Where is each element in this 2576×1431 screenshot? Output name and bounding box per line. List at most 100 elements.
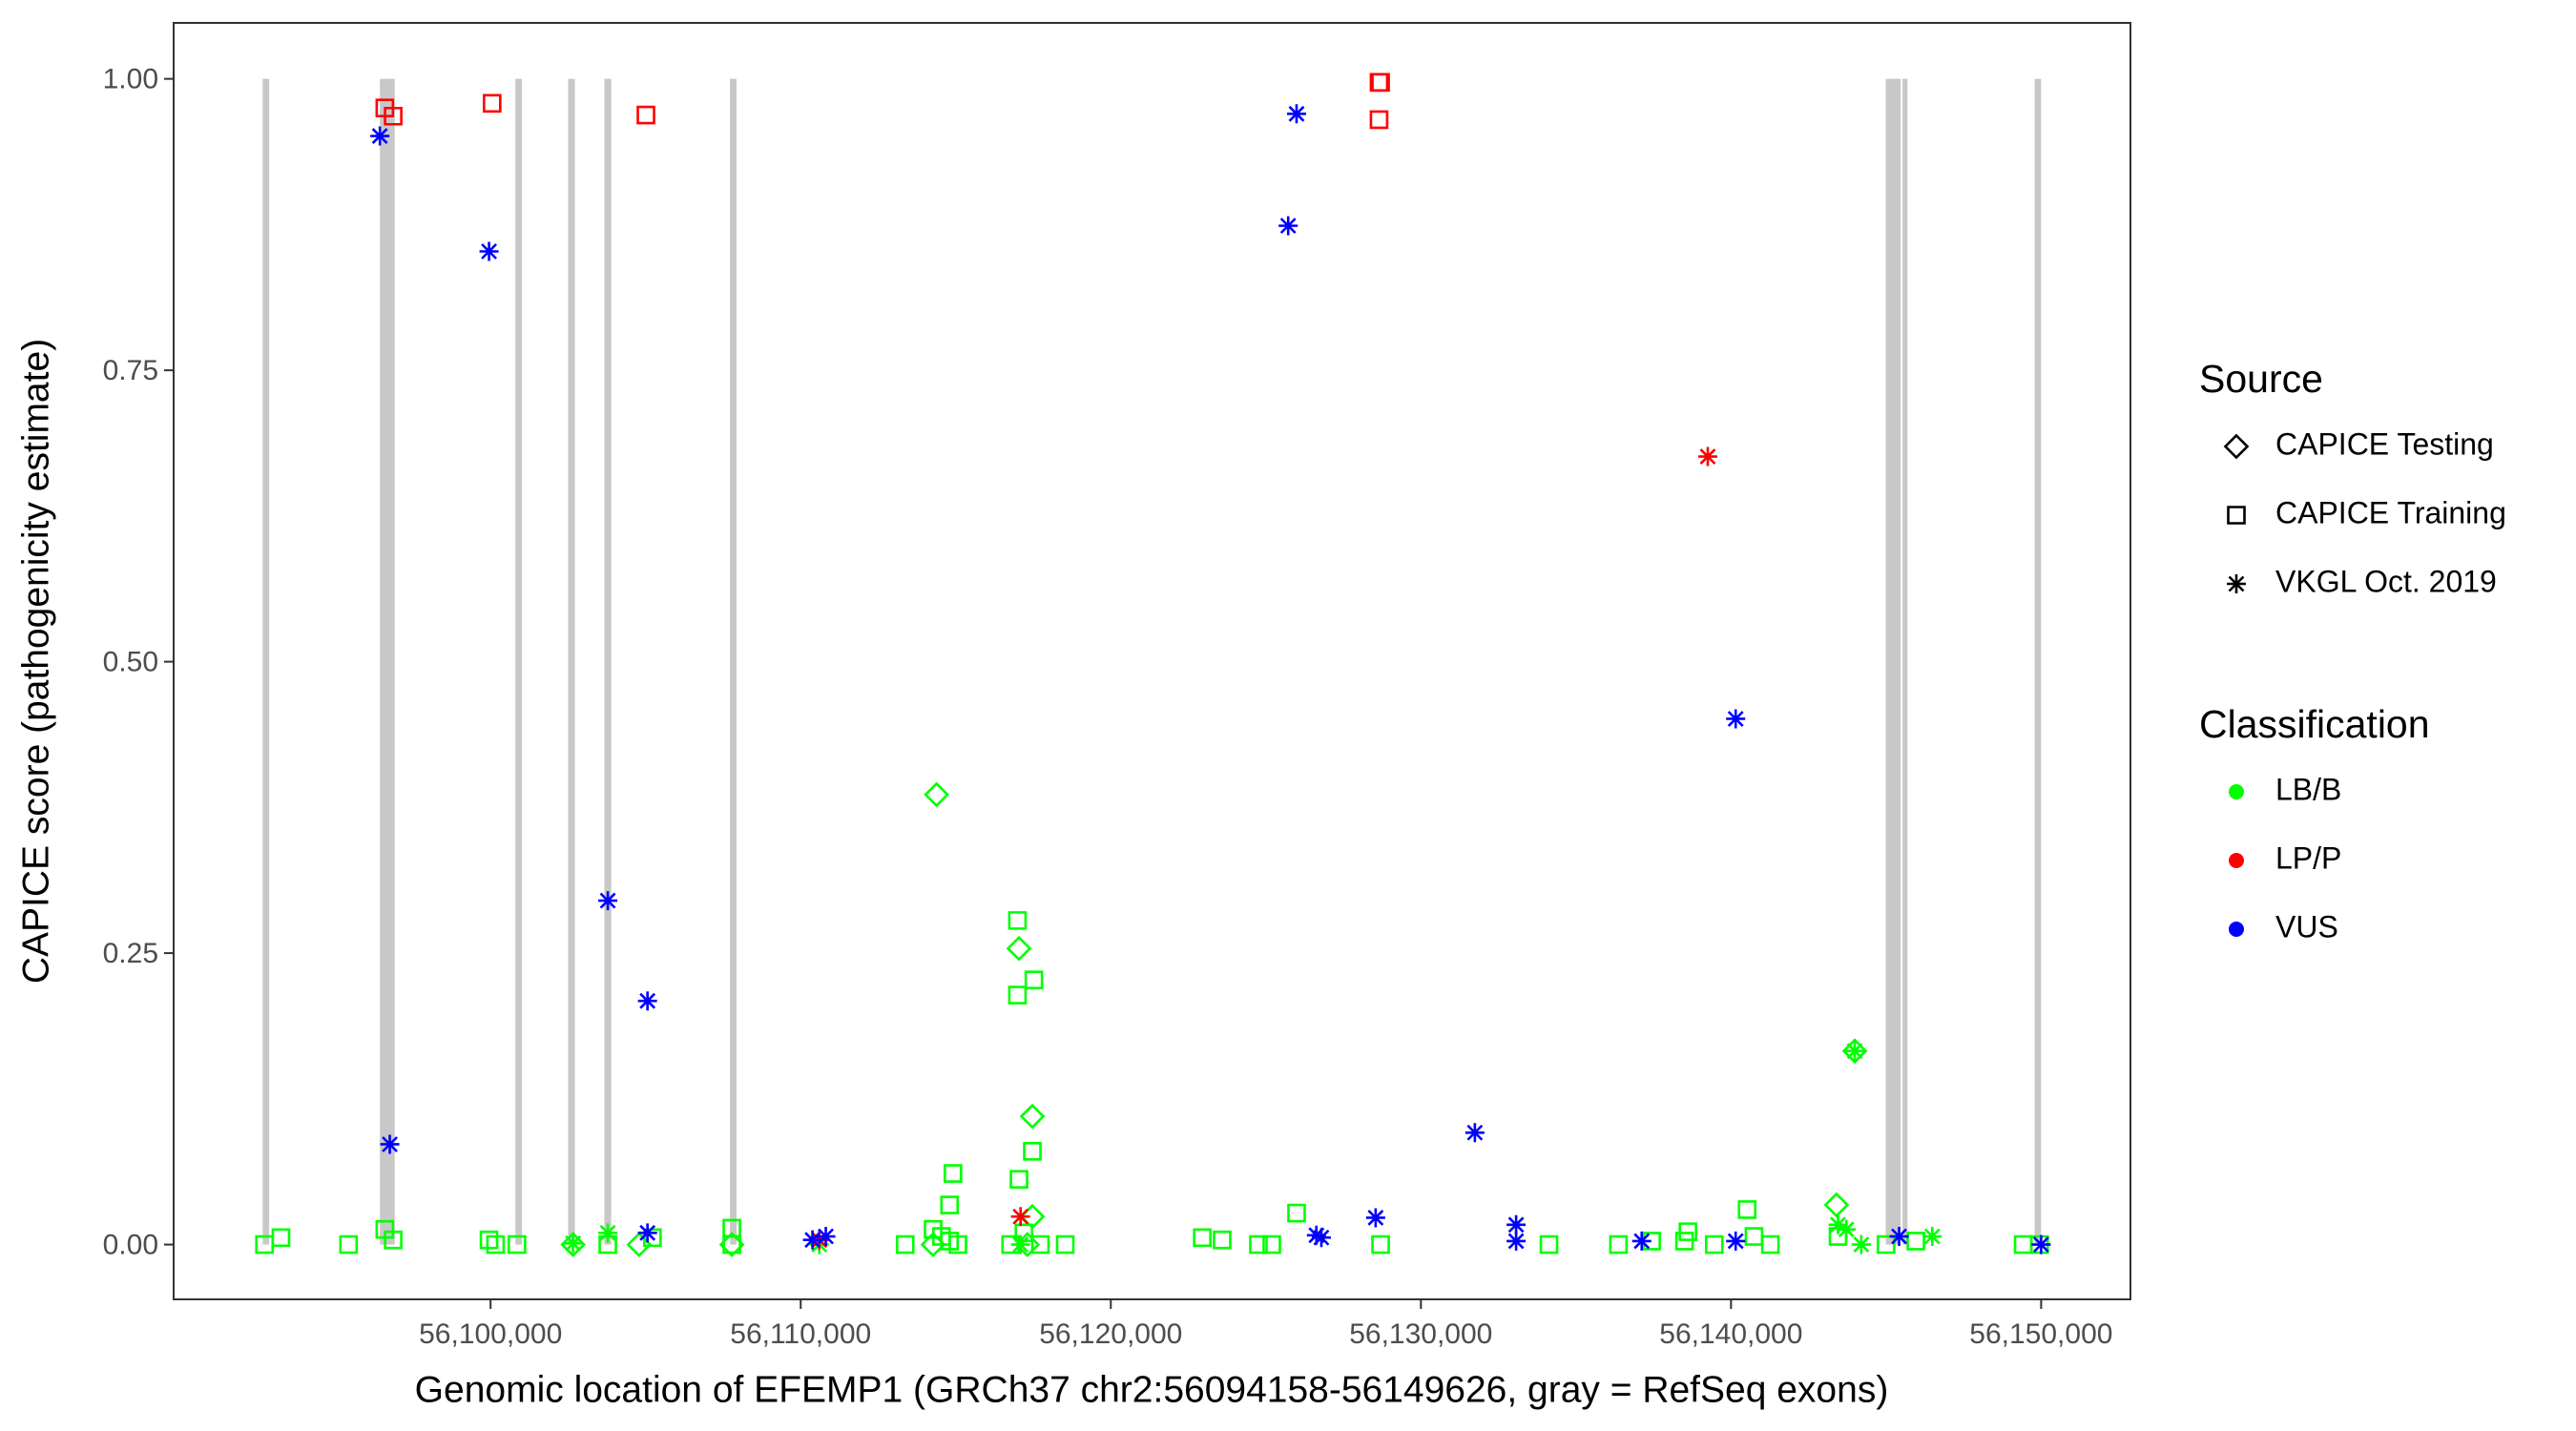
point [718, 1232, 745, 1257]
legend-label: CAPICE Testing [2275, 426, 2494, 461]
axes: 56,100,000 56,110,000 56,120,000 56,130,000… [103, 64, 2113, 1350]
point [1506, 1231, 1527, 1251]
legend-title: Classification [2199, 702, 2430, 746]
point [1737, 1200, 1757, 1219]
point [1697, 446, 1717, 467]
point [1371, 73, 1390, 93]
point [479, 1230, 499, 1250]
x-tick-label: 56,120,000 [1039, 1318, 1182, 1350]
legend-symbol [2229, 853, 2244, 868]
point [486, 1234, 506, 1255]
point [1262, 1234, 1281, 1255]
point [1023, 1142, 1042, 1161]
exon [730, 78, 737, 1245]
exon [604, 78, 612, 1245]
point [920, 1232, 946, 1257]
point [1369, 110, 1389, 130]
legend-symbol [2229, 784, 2244, 799]
point [1055, 1234, 1075, 1255]
legend-symbol [2223, 433, 2250, 460]
point [2031, 1234, 2051, 1255]
point [1213, 1230, 1232, 1250]
y-tick-label: 0.25 [103, 938, 158, 969]
x-tick-label: 56,140,000 [1659, 1318, 1802, 1350]
exon [2034, 78, 2042, 1245]
x-tick-label: 56,110,000 [730, 1318, 871, 1350]
point [1009, 1170, 1028, 1189]
point [1193, 1228, 1212, 1248]
point [1030, 1234, 1050, 1255]
legend: CAPICE Testing CAPICE Training VKGL Oct. 2… [2223, 426, 2506, 944]
point [1019, 1103, 1046, 1130]
point [944, 1164, 963, 1183]
point [637, 991, 657, 1011]
point [1306, 1225, 1326, 1245]
y-tick-label: 0.75 [103, 355, 158, 386]
point [637, 1223, 657, 1243]
point [380, 1134, 400, 1154]
point [563, 1234, 583, 1254]
point [1001, 1234, 1021, 1255]
exon [568, 78, 575, 1245]
legend-symbol [2227, 506, 2246, 525]
point [384, 1230, 403, 1250]
point [1006, 935, 1032, 962]
x-tick-label: 56,130,000 [1349, 1318, 1492, 1350]
y-tick-label: 0.00 [103, 1229, 158, 1260]
legend-label: LP/P [2275, 840, 2341, 875]
point [1010, 1207, 1030, 1227]
exon [515, 78, 523, 1245]
x-tick-label: 56,100,000 [419, 1318, 562, 1350]
point [560, 1232, 586, 1257]
point [1287, 1203, 1306, 1223]
point [370, 126, 390, 146]
legend-symbol [2227, 574, 2246, 593]
point [1678, 1222, 1697, 1241]
exon [1902, 78, 1908, 1245]
point [948, 1234, 967, 1255]
point [636, 105, 655, 125]
y-tick-label: 1.00 [103, 64, 158, 95]
point [1539, 1234, 1559, 1255]
point [1726, 1231, 1746, 1251]
legend-label: LB/B [2275, 772, 2341, 806]
point [1674, 1232, 1694, 1251]
point [1506, 1214, 1527, 1234]
point [895, 1234, 915, 1255]
point [375, 1219, 395, 1239]
point [1705, 1234, 1724, 1255]
point [598, 1223, 618, 1243]
x-axis-title: Genomic location of EFEMP1 (GRCh37 chr2:… [415, 1369, 1889, 1410]
y-tick-label: 0.50 [103, 647, 158, 678]
point [1851, 1234, 1871, 1255]
point [1371, 1234, 1390, 1255]
point [1278, 216, 1298, 236]
point [940, 1195, 960, 1214]
legend-title: Source [2199, 357, 2323, 401]
point [1311, 1228, 1331, 1248]
exon [1885, 78, 1901, 1245]
point [1841, 1038, 1868, 1065]
point [1760, 1234, 1780, 1255]
point [1465, 1123, 1485, 1143]
point [802, 1230, 822, 1250]
y-axis-title: CAPICE score (pathogenicity estimate) [15, 339, 56, 984]
point-layer [255, 73, 2051, 1257]
exon [380, 78, 395, 1245]
point [1906, 1232, 1925, 1251]
point [1365, 1208, 1385, 1228]
point [1828, 1214, 1848, 1234]
point [924, 781, 949, 808]
point [1024, 970, 1044, 989]
legend-label: VKGL Oct. 2019 [2275, 564, 2497, 598]
point [1631, 1231, 1652, 1251]
point [479, 241, 499, 261]
point [1008, 985, 1028, 1005]
point [339, 1234, 359, 1255]
point [508, 1234, 527, 1255]
point [384, 106, 403, 126]
point [1008, 911, 1028, 930]
